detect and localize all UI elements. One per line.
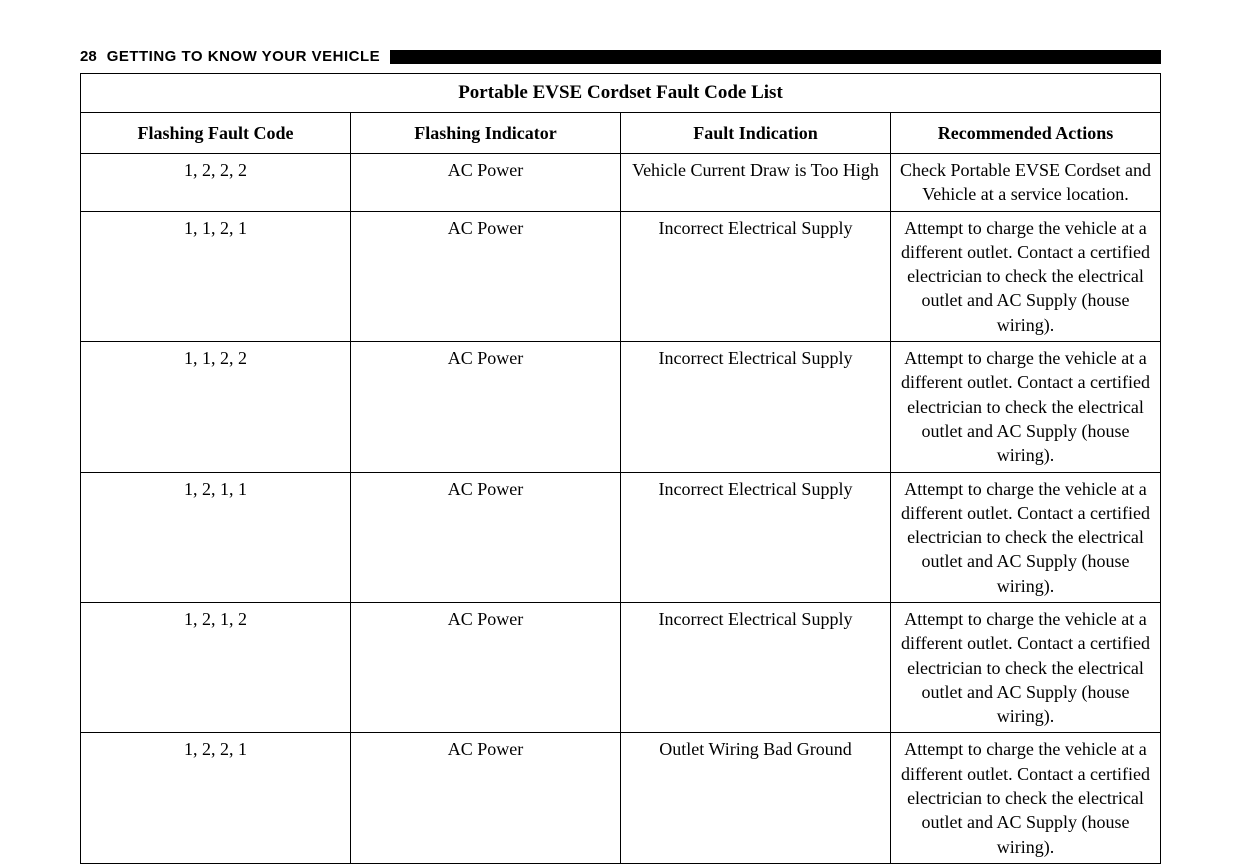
- cell-actions: Attempt to charge the vehicle at a diffe…: [891, 211, 1161, 341]
- cell-indicator: AC Power: [351, 733, 621, 863]
- cell-code: 1, 2, 1, 1: [81, 472, 351, 602]
- cell-code: 1, 1, 2, 2: [81, 342, 351, 472]
- cell-actions: Attempt to charge the vehicle at a diffe…: [891, 342, 1161, 472]
- table-row: 1, 2, 2, 1 AC Power Outlet Wiring Bad Gr…: [81, 733, 1161, 863]
- cell-actions: Attempt to charge the vehicle at a diffe…: [891, 733, 1161, 863]
- cell-code: 1, 2, 1, 2: [81, 602, 351, 732]
- table-row: 1, 2, 1, 1 AC Power Incorrect Electrical…: [81, 472, 1161, 602]
- cell-fault: Incorrect Electrical Supply: [621, 342, 891, 472]
- section-header: GETTING TO KNOW YOUR VEHICLE: [107, 48, 380, 65]
- cell-indicator: AC Power: [351, 472, 621, 602]
- cell-fault: Vehicle Current Draw is Too High: [621, 153, 891, 211]
- page-number: 28: [80, 48, 97, 65]
- table-row: 1, 1, 2, 1 AC Power Incorrect Electrical…: [81, 211, 1161, 341]
- page-header: 28 GETTING TO KNOW YOUR VEHICLE: [80, 48, 1161, 65]
- table-row: 1, 2, 1, 2 AC Power Incorrect Electrical…: [81, 602, 1161, 732]
- cell-code: 1, 2, 2, 2: [81, 153, 351, 211]
- fault-code-table: Portable EVSE Cordset Fault Code List Fl…: [80, 73, 1161, 864]
- table-title: Portable EVSE Cordset Fault Code List: [81, 74, 1161, 113]
- table-body: 1, 2, 2, 2 AC Power Vehicle Current Draw…: [81, 153, 1161, 863]
- cell-fault: Outlet Wiring Bad Ground: [621, 733, 891, 863]
- cell-indicator: AC Power: [351, 342, 621, 472]
- table-header-row: Flashing Fault Code Flashing Indicator F…: [81, 112, 1161, 153]
- cell-actions: Check Portable EVSE Cordset and Vehicle …: [891, 153, 1161, 211]
- cell-indicator: AC Power: [351, 153, 621, 211]
- col-header-actions: Recommended Actions: [891, 112, 1161, 153]
- cell-actions: Attempt to charge the vehicle at a diffe…: [891, 472, 1161, 602]
- col-header-fault: Fault Indication: [621, 112, 891, 153]
- col-header-indicator: Flashing Indicator: [351, 112, 621, 153]
- cell-fault: Incorrect Electrical Supply: [621, 602, 891, 732]
- header-bar: [390, 50, 1161, 64]
- cell-fault: Incorrect Electrical Supply: [621, 472, 891, 602]
- table-row: 1, 2, 2, 2 AC Power Vehicle Current Draw…: [81, 153, 1161, 211]
- cell-actions: Attempt to charge the vehicle at a diffe…: [891, 602, 1161, 732]
- col-header-code: Flashing Fault Code: [81, 112, 351, 153]
- table-row: 1, 1, 2, 2 AC Power Incorrect Electrical…: [81, 342, 1161, 472]
- cell-indicator: AC Power: [351, 211, 621, 341]
- cell-code: 1, 2, 2, 1: [81, 733, 351, 863]
- cell-indicator: AC Power: [351, 602, 621, 732]
- cell-code: 1, 1, 2, 1: [81, 211, 351, 341]
- cell-fault: Incorrect Electrical Supply: [621, 211, 891, 341]
